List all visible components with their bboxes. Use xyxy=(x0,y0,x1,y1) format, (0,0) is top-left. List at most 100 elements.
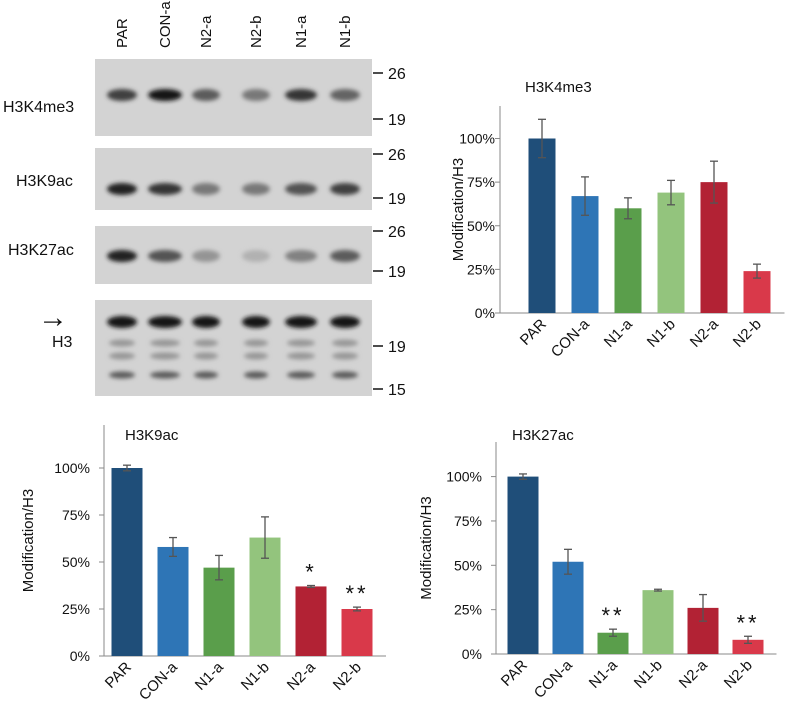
bar xyxy=(657,192,685,313)
y-axis-label: Modification/H3 xyxy=(450,158,467,261)
y-tick-label: 100% xyxy=(54,460,90,476)
blot-membrane xyxy=(95,226,372,284)
x-tick-label: N2-b xyxy=(330,659,365,694)
blot-panel: H3K27ac 26 19 xyxy=(8,224,406,284)
blot-band xyxy=(192,316,220,328)
blot-band xyxy=(150,371,180,379)
x-tick-label: N2-b xyxy=(730,316,765,351)
y-tick-label: 50% xyxy=(62,554,90,570)
bar xyxy=(700,182,728,313)
blot-band xyxy=(148,316,182,328)
chart-title: H3K27ac xyxy=(512,427,574,444)
x-tick-label: N2-a xyxy=(676,656,711,691)
y-tick-label: 75% xyxy=(467,174,495,190)
x-tick-label: CON-a xyxy=(531,656,576,701)
arrow-icon: → xyxy=(38,301,68,334)
bar xyxy=(111,468,143,656)
blot-band xyxy=(192,183,220,195)
significance-label: ** xyxy=(736,610,759,635)
x-tick-label: N2-b xyxy=(721,657,756,692)
blot-band xyxy=(109,352,135,360)
y-tick-label: 0% xyxy=(462,646,482,662)
blot-band xyxy=(107,316,137,328)
bar-chart: H3K4me3 Modification/H3 0% 25% 50% 75% 100% PAR… xyxy=(450,79,785,361)
blot-band xyxy=(192,250,220,262)
y-tick-label: 25% xyxy=(467,261,495,277)
blot-band xyxy=(194,339,218,347)
significance-label: ** xyxy=(601,603,624,628)
y-tick-label: 50% xyxy=(467,218,495,234)
bar xyxy=(507,476,539,654)
bar xyxy=(642,590,674,654)
bar xyxy=(732,639,764,654)
y-tick-label: 25% xyxy=(62,601,90,617)
lane-label: PAR xyxy=(114,18,131,48)
marker-label: 19 xyxy=(388,264,406,281)
bar xyxy=(552,561,584,654)
blot-band xyxy=(285,89,317,101)
lane-label: N2-b xyxy=(248,15,265,48)
blot-band xyxy=(109,371,135,379)
lane-label: N2-a xyxy=(198,15,215,48)
blot-band xyxy=(332,352,358,360)
blot-band xyxy=(192,89,220,101)
blot-band xyxy=(287,371,315,379)
lane-label: N1-a xyxy=(293,15,310,48)
y-tick-label: 75% xyxy=(454,513,482,529)
y-tick-label: 75% xyxy=(62,507,90,523)
blot-band xyxy=(332,371,358,379)
blot-panel-label: H3K4me3 xyxy=(3,99,74,116)
blot-band xyxy=(287,339,315,347)
blot-band xyxy=(109,339,135,347)
x-tick-label: N1-b xyxy=(631,657,666,692)
blot-band xyxy=(194,371,218,379)
y-axis-label: Modification/H3 xyxy=(418,496,435,599)
blot-band xyxy=(285,316,317,328)
blot-panel-label: H3K9ac xyxy=(16,173,73,190)
lane-label: CON-a xyxy=(157,1,174,48)
bar xyxy=(203,567,235,656)
x-tick-label: N1-a xyxy=(586,656,621,691)
blot-panel: H3K9ac 26 19 xyxy=(16,147,406,210)
blot-band xyxy=(107,250,137,262)
marker-label: 26 xyxy=(388,66,406,83)
bar xyxy=(341,609,373,656)
blot-band xyxy=(242,250,270,262)
western-blot: PAR CON-a N2-a N2-b N1-a N1-bH3K4me32619H3K9a… xyxy=(3,1,406,399)
bar xyxy=(597,632,629,654)
blot-band xyxy=(285,183,317,195)
y-tick-label: 25% xyxy=(454,602,482,618)
blot-band xyxy=(194,352,218,360)
x-tick-label: N2-a xyxy=(284,658,319,693)
blot-panel-label: H3K27ac xyxy=(8,242,74,259)
blot-band xyxy=(244,352,268,360)
blot-band xyxy=(244,339,268,347)
y-tick-label: 0% xyxy=(70,648,90,664)
blot-band xyxy=(148,89,182,101)
x-tick-label: PAR xyxy=(517,316,550,349)
y-tick-label: 100% xyxy=(446,469,482,485)
blot-band xyxy=(150,339,180,347)
blot-band xyxy=(107,183,137,195)
marker-label: 19 xyxy=(388,191,406,208)
y-tick-label: 100% xyxy=(459,131,495,147)
blot-panel: H3K4me3 26 19 xyxy=(3,59,406,136)
blot-band xyxy=(242,316,270,328)
y-tick-label: 50% xyxy=(454,557,482,573)
blot-band xyxy=(148,183,182,195)
x-tick-label: N1-a xyxy=(601,315,636,350)
marker-label: 26 xyxy=(388,147,406,164)
blot-band xyxy=(330,316,360,328)
bar-chart: H3K27ac Modification/H3 0% 25% 50% 75% 100% PAR… xyxy=(418,427,777,702)
marker-label: 19 xyxy=(388,112,406,129)
blot-band xyxy=(332,339,358,347)
blot-band xyxy=(242,89,270,101)
blot-membrane xyxy=(95,300,372,396)
blot-band xyxy=(242,183,270,195)
blot-band xyxy=(150,352,180,360)
chart-title: H3K4me3 xyxy=(525,79,592,96)
y-axis-label: Modification/H3 xyxy=(20,489,37,592)
bar xyxy=(295,586,327,656)
y-tick-label: 0% xyxy=(475,305,495,321)
